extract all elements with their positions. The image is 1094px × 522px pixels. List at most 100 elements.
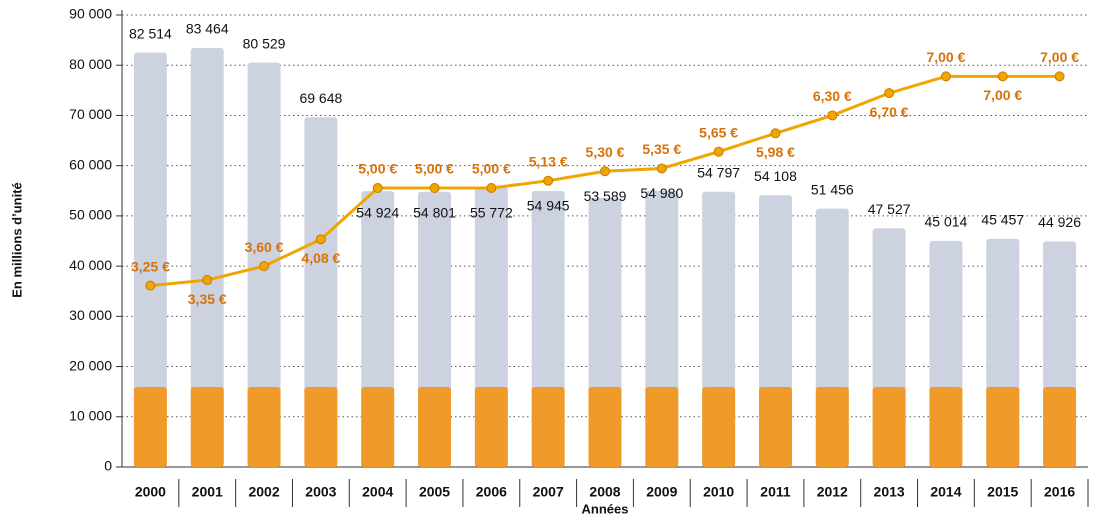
price-label: 5,00 € xyxy=(472,161,511,177)
x-tick-label: 2012 xyxy=(817,484,848,500)
price-label: 3,60 € xyxy=(245,239,284,255)
x-tick-label: 2007 xyxy=(533,484,564,500)
filter-tip xyxy=(361,387,395,467)
x-tick-label: 2015 xyxy=(987,484,1018,500)
bar-value-label: 54 924 xyxy=(356,205,399,221)
filter-tip xyxy=(872,387,906,467)
filter-tip xyxy=(645,387,679,467)
price-marker xyxy=(770,128,781,139)
price-label: 7,00 € xyxy=(926,49,965,65)
y-tick-label: 40 000 xyxy=(69,257,112,273)
price-marker xyxy=(486,182,497,193)
bar-value-label: 54 980 xyxy=(640,185,683,201)
filter-tip xyxy=(1043,387,1077,467)
price-label: 3,25 € xyxy=(131,258,170,274)
price-marker xyxy=(997,71,1008,82)
price-label: 4,08 € xyxy=(301,250,340,266)
x-tick-label: 2001 xyxy=(192,484,223,500)
x-tick-label: 2000 xyxy=(135,484,166,500)
price-marker xyxy=(600,166,610,177)
x-tick-label: 2013 xyxy=(874,484,905,500)
bar-value-label: 45 457 xyxy=(981,211,1024,227)
filter-tip xyxy=(190,387,224,467)
price-label: 7,00 € xyxy=(983,87,1022,103)
bar-value-label: 54 797 xyxy=(697,165,740,181)
y-tick-label: 90 000 xyxy=(69,6,112,22)
x-tick-label: 2008 xyxy=(589,484,620,500)
price-label: 5,30 € xyxy=(586,144,625,160)
x-tick-label: 2003 xyxy=(305,484,336,500)
price-label: 5,98 € xyxy=(756,144,795,160)
filter-tip xyxy=(929,387,963,467)
bar-value-label: 45 014 xyxy=(925,214,968,230)
price-label: 6,70 € xyxy=(870,104,909,120)
x-tick-label: 2006 xyxy=(476,484,507,500)
bar-value-label: 53 589 xyxy=(584,188,627,204)
price-marker xyxy=(145,280,156,291)
price-marker xyxy=(259,261,270,272)
x-tick-label: 2011 xyxy=(760,484,791,500)
x-tick-label: 2009 xyxy=(646,484,677,500)
bar xyxy=(133,52,167,468)
bar xyxy=(190,47,224,467)
y-tick-label: 80 000 xyxy=(69,56,112,72)
filter-tip xyxy=(133,387,167,467)
x-tick-label: 2016 xyxy=(1044,484,1075,500)
price-label: 5,00 € xyxy=(415,161,454,177)
bar-value-label: 69 648 xyxy=(299,90,342,106)
price-label: 5,13 € xyxy=(529,153,568,169)
price-marker xyxy=(713,146,724,157)
price-marker xyxy=(372,182,383,193)
price-marker xyxy=(940,71,951,82)
y-tick-label: 20 000 xyxy=(69,357,112,373)
bar-value-label: 54 801 xyxy=(413,205,456,221)
bar-value-label: 54 945 xyxy=(527,197,570,213)
filter-tip xyxy=(758,387,792,467)
y-tick-label: 30 000 xyxy=(69,307,112,323)
price-marker xyxy=(656,163,667,174)
filter-tip xyxy=(304,387,338,467)
bar-value-label: 55 772 xyxy=(470,205,513,221)
x-tick-label: 2002 xyxy=(248,484,279,500)
filter-tip xyxy=(986,387,1020,467)
bar-value-label: 51 456 xyxy=(811,181,854,197)
x-tick-label: 2005 xyxy=(419,484,450,500)
bar-value-label: 54 108 xyxy=(754,168,797,184)
filter-tip xyxy=(474,387,508,467)
y-tick-label: 50 000 xyxy=(69,207,112,223)
price-marker xyxy=(827,110,838,121)
bar-value-label: 44 926 xyxy=(1038,214,1081,230)
filter-tip xyxy=(815,387,849,467)
filter-tip xyxy=(247,387,281,467)
price-marker xyxy=(543,175,554,186)
filter-tip xyxy=(531,387,565,467)
x-tick-label: 2010 xyxy=(703,484,734,500)
price-marker xyxy=(315,234,326,245)
bar-value-label: 82 514 xyxy=(129,25,172,41)
price-marker xyxy=(1054,71,1065,82)
y-axis-title: En millions d’unité xyxy=(9,182,24,298)
bar-value-label: 47 527 xyxy=(868,201,911,217)
y-tick-label: 60 000 xyxy=(69,156,112,172)
bar-value-label: 83 464 xyxy=(186,21,229,37)
bar xyxy=(304,117,338,467)
price-marker xyxy=(202,275,213,286)
y-tick-label: 10 000 xyxy=(69,407,112,423)
y-tick-label: 70 000 xyxy=(69,106,112,122)
bar-value-label: 80 529 xyxy=(243,35,286,51)
price-label: 5,65 € xyxy=(699,124,738,140)
price-label: 5,00 € xyxy=(358,161,397,177)
x-tick-label: 2004 xyxy=(362,484,393,500)
filter-tip xyxy=(418,387,452,467)
filter-tip xyxy=(588,387,622,467)
price-label: 3,35 € xyxy=(188,291,227,307)
price-label: 7,00 € xyxy=(1040,49,1079,65)
x-tick-label: 2014 xyxy=(930,484,961,500)
price-marker xyxy=(884,88,895,99)
y-tick-label: 0 xyxy=(104,458,112,474)
price-label: 5,35 € xyxy=(642,141,681,157)
x-axis-title: Années xyxy=(582,501,629,516)
price-label: 6,30 € xyxy=(813,88,852,104)
filter-tip xyxy=(702,387,736,467)
